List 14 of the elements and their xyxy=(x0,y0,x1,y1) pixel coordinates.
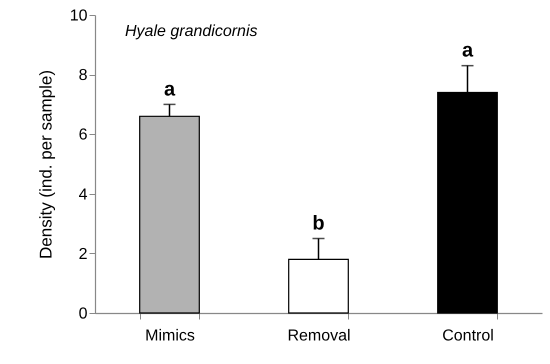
y-tick-label: 10 xyxy=(70,8,88,24)
x-tick-label: Mimics xyxy=(145,328,195,344)
y-tick-label: 2 xyxy=(78,246,88,263)
y-tick-label: 0 xyxy=(78,306,88,322)
y-tick-label: 8 xyxy=(78,67,88,84)
annotation: a xyxy=(164,78,176,100)
chart-title: Hyale grandicornis xyxy=(125,23,258,40)
annotation: b xyxy=(312,212,325,234)
y-axis-title: Density (ind. per sample) xyxy=(36,70,56,259)
annotation: a xyxy=(462,40,474,62)
y-tick-label: 4 xyxy=(78,186,88,204)
x-tick-label: Removal xyxy=(287,328,351,344)
x-tick-label: Control xyxy=(442,328,494,344)
y-tick-label: 6 xyxy=(78,126,88,144)
